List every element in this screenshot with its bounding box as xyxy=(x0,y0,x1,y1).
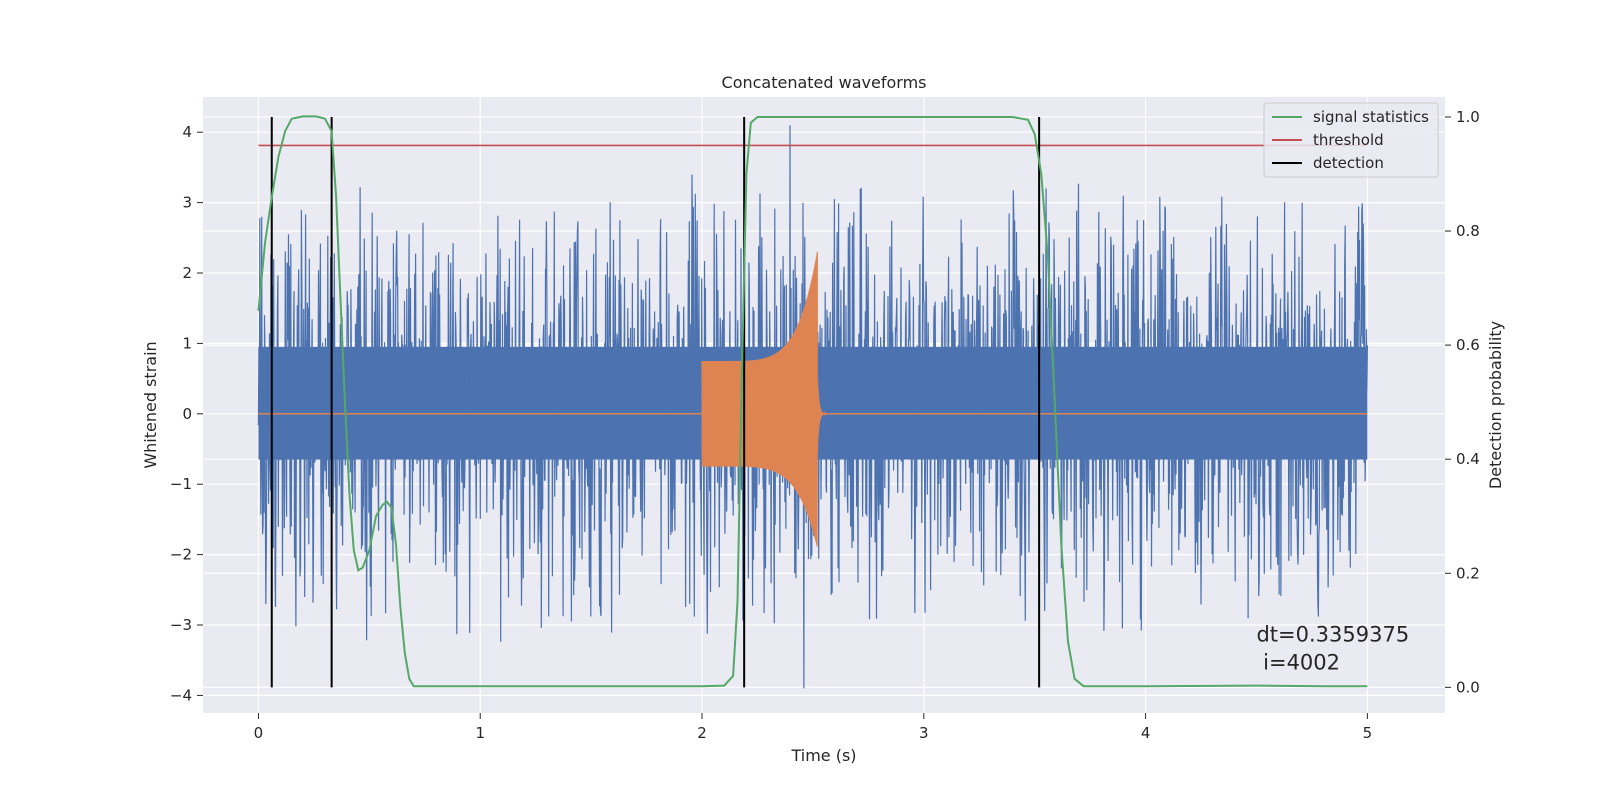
legend-label-threshold: threshold xyxy=(1313,131,1384,149)
y-tick-label: 0 xyxy=(182,405,192,423)
y-tick-label: 4 xyxy=(182,123,192,141)
y-axis-title: Whitened strain xyxy=(141,341,160,468)
y-right-tick-label: 0.8 xyxy=(1456,222,1480,240)
y-right-tick-label: 0.0 xyxy=(1456,678,1480,696)
y-axis-right-title: Detection probability xyxy=(1486,321,1505,489)
legend-label-detection: detection xyxy=(1313,154,1384,172)
x-tick-label: 3 xyxy=(919,724,929,742)
y-tick-label: −4 xyxy=(170,686,192,704)
x-tick-label: 5 xyxy=(1363,724,1373,742)
y-right-tick-label: 0.4 xyxy=(1456,450,1480,468)
annotation-text: dt=0.3359375 i=4002 xyxy=(1256,623,1415,675)
annotation-line-dt: dt=0.3359375 xyxy=(1256,623,1409,647)
y-right-tick-label: 0.6 xyxy=(1456,336,1480,354)
y-tick-label: 2 xyxy=(182,264,192,282)
series-layer xyxy=(257,115,1368,689)
y-tick-label: 3 xyxy=(182,194,192,212)
annotation-line-i: i=4002 xyxy=(1256,651,1340,675)
x-tick-label: 0 xyxy=(254,724,264,742)
y-tick-label: −3 xyxy=(170,616,192,634)
ticks-layer: 0 1 2 3 4 5 −4 −3 −2 −1 0 1 2 3 4 0.0 0.2 0.4 0.6 0.8 1.0 xyxy=(170,108,1480,742)
x-axis-title: Time (s) xyxy=(790,746,856,765)
y-right-tick-label: 1.0 xyxy=(1456,108,1480,126)
signal-statistics-line xyxy=(257,115,1368,688)
y-right-tick-label: 0.2 xyxy=(1456,564,1480,582)
legend-box xyxy=(1263,102,1439,178)
y-tick-label: −1 xyxy=(170,475,192,493)
x-tick-label: 4 xyxy=(1141,724,1151,742)
legend: signal statistics threshold detection xyxy=(1263,102,1439,178)
legend-label-signal-statistics: signal statistics xyxy=(1313,108,1429,126)
chirp-series-line xyxy=(701,251,829,547)
chart-title: Concatenated waveforms xyxy=(722,73,927,92)
x-tick-label: 1 xyxy=(475,724,485,742)
x-tick-label: 2 xyxy=(697,724,707,742)
y-tick-label: −2 xyxy=(170,546,192,564)
y-tick-label: 1 xyxy=(182,334,192,352)
